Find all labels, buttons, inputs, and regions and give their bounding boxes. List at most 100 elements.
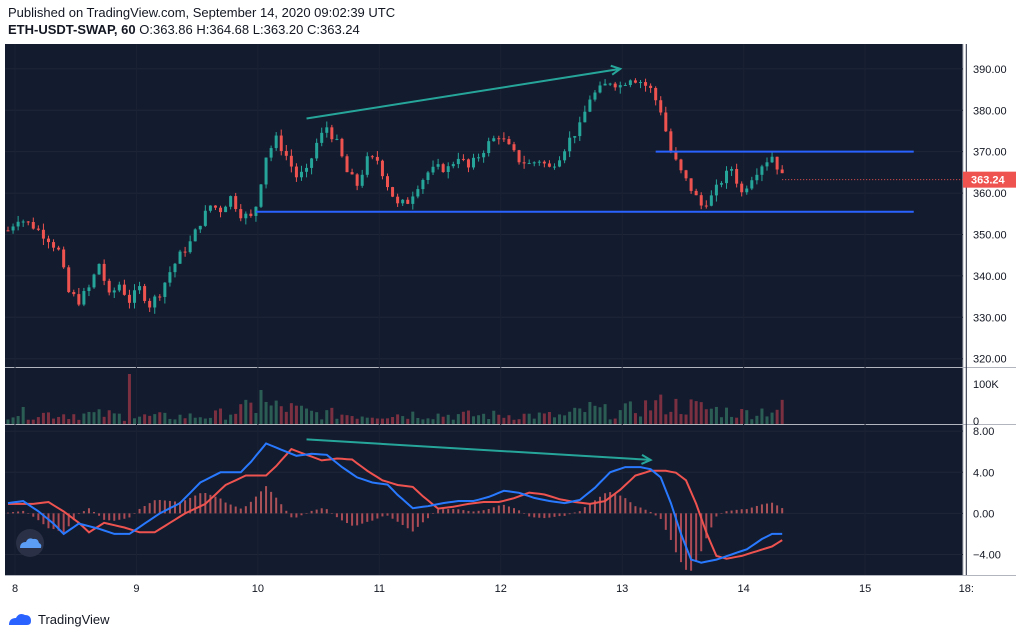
time-tick-label: 9 xyxy=(133,583,139,595)
macd-histogram-bar xyxy=(776,505,779,514)
volume-bar xyxy=(396,414,400,424)
volume-bar xyxy=(446,414,450,424)
price-tick-label: 380.00 xyxy=(973,105,1007,117)
volume-bar xyxy=(269,405,273,424)
candle-body xyxy=(153,296,157,308)
candle-body xyxy=(497,138,501,140)
macd-histogram-bar xyxy=(644,509,647,514)
candle-body xyxy=(315,142,319,159)
volume-bar xyxy=(299,405,303,424)
volume-bar xyxy=(456,414,460,424)
macd-histogram-bar xyxy=(194,495,197,514)
candle-body xyxy=(279,135,283,151)
volume-bar xyxy=(72,414,76,424)
volume-bar xyxy=(765,416,769,424)
volume-bar xyxy=(6,419,10,424)
volume-bar xyxy=(588,401,592,424)
volume-bar xyxy=(102,416,106,424)
macd-series xyxy=(7,438,784,571)
macd-histogram-bar xyxy=(17,511,20,514)
volume-bar xyxy=(547,412,551,424)
candle-body xyxy=(396,196,400,204)
macd-histogram-bar xyxy=(583,507,586,514)
volume-bar xyxy=(350,416,354,424)
volume-tick-label: 100K xyxy=(973,379,999,391)
macd-histogram-bar xyxy=(275,497,278,514)
macd-histogram-bar xyxy=(325,509,328,514)
macd-histogram-bar xyxy=(416,513,419,527)
candle-body xyxy=(477,157,481,159)
candle-body xyxy=(122,284,126,295)
macd-histogram-bar xyxy=(280,504,283,514)
candle-body xyxy=(264,157,268,185)
cloud-icon xyxy=(20,538,42,548)
macd-histogram-bar xyxy=(401,513,404,525)
volume-bar xyxy=(633,413,637,424)
volume-bar xyxy=(360,416,364,424)
symbol-label: ETH-USDT-SWAP, 60 xyxy=(8,22,136,37)
open-value: 363.86 xyxy=(152,22,193,37)
candle-body xyxy=(269,148,273,158)
low-value: 363.20 xyxy=(263,22,304,37)
volume-bar xyxy=(46,412,50,424)
time-tick-label: 13 xyxy=(616,583,628,595)
candle-body xyxy=(537,161,541,163)
published-line: Published on TradingView.com, September … xyxy=(8,5,396,20)
volume-bar xyxy=(117,413,121,424)
macd-histogram-bar xyxy=(330,513,333,514)
candle-body xyxy=(224,206,228,213)
volume-bar xyxy=(289,403,293,424)
candle-body xyxy=(431,166,435,173)
macd-histogram-bar xyxy=(128,513,131,518)
macd-histogram-bar xyxy=(158,499,161,514)
macd-histogram-bar xyxy=(123,513,126,519)
macd-histogram-bar xyxy=(406,513,409,529)
candle-body xyxy=(552,166,556,168)
macd-pane-bg xyxy=(5,425,963,575)
macd-histogram-bar xyxy=(108,513,111,521)
volume-bar xyxy=(527,413,531,424)
volume-bar xyxy=(391,416,395,424)
macd-histogram-bar xyxy=(32,513,35,517)
candle-body xyxy=(234,196,238,210)
macd-histogram-bar xyxy=(497,505,500,514)
candle-body xyxy=(568,137,572,152)
volume-bar xyxy=(512,419,516,424)
macd-histogram-bar xyxy=(315,509,318,514)
macd-histogram-bar xyxy=(533,513,536,518)
candle-body xyxy=(249,213,253,216)
macd-histogram-bar xyxy=(528,513,531,517)
candle-body xyxy=(183,251,187,253)
macd-trend-arrow[interactable] xyxy=(306,438,651,461)
indicator-logo[interactable] xyxy=(16,529,44,557)
candle-body xyxy=(628,80,632,86)
volume-bar xyxy=(203,418,207,424)
candle-body xyxy=(522,162,526,164)
volume-bar xyxy=(537,412,541,424)
price-tick-label: 360.00 xyxy=(973,188,1007,200)
price-trend-arrow[interactable] xyxy=(306,67,621,120)
volume-bar xyxy=(239,404,243,424)
price-tick-label: 390.00 xyxy=(973,64,1007,76)
candle-body xyxy=(163,282,167,297)
macd-histogram-bar xyxy=(47,513,50,529)
candle-body xyxy=(674,151,678,160)
volume-bar xyxy=(714,406,718,424)
volume-bar xyxy=(310,410,314,424)
volume-bar xyxy=(178,414,182,424)
macd-histogram-bar xyxy=(654,513,657,516)
volume-bar xyxy=(416,417,420,424)
time-axis[interactable]: 8 9 10 11 12 13 14 15 18: xyxy=(12,583,974,595)
volume-bar xyxy=(426,418,430,424)
candle-body xyxy=(411,196,415,204)
volume-bar xyxy=(264,401,268,424)
volume-bar xyxy=(780,399,784,424)
macd-histogram-bar xyxy=(543,513,546,519)
price-axis[interactable]: 390.00 380.00 370.00 360.00 350.00 340.00 330.… xyxy=(963,64,1016,562)
candle-body xyxy=(102,263,106,281)
macd-histogram-bar xyxy=(371,513,374,521)
volume-bar xyxy=(279,406,283,424)
candle-body xyxy=(684,170,688,179)
open-label: O: xyxy=(139,22,153,37)
